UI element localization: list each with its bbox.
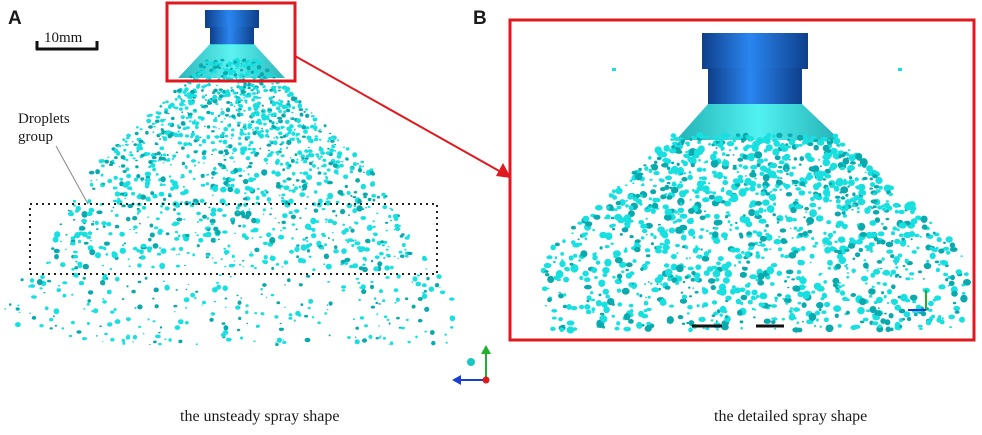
panel-b-spray [540, 33, 971, 334]
droplets-label-line1: Droplets [18, 111, 70, 127]
caption-panel-a: the unsteady spray shape [180, 408, 340, 425]
detail-nozzle-cap [702, 33, 808, 69]
nozzle-cap [205, 10, 259, 28]
droplets-group-box [29, 203, 438, 275]
panel-label-b: B [473, 8, 487, 29]
caption-panel-b: the detailed spray shape [714, 408, 868, 425]
scale-bar-label: 10mm [44, 30, 83, 46]
scale-bar [35, 41, 99, 51]
xyz-axis-icon [452, 345, 491, 385]
detail-axis-icon [908, 290, 927, 311]
zoom-region-box [165, 1, 297, 83]
droplets-group-label: Droplets group [18, 110, 98, 146]
panel-label-a: A [8, 8, 22, 29]
droplets-label-line2: group [18, 129, 53, 145]
nozzle-body [210, 27, 254, 45]
detail-spray-sheet [676, 104, 840, 140]
panel-a-spray [4, 10, 456, 346]
detail-nozzle-body [708, 68, 802, 104]
droplet-field-b [540, 132, 971, 334]
droplet-field-a [4, 57, 456, 346]
annotation-leader-line [55, 145, 89, 205]
zoom-arrow [294, 55, 511, 178]
